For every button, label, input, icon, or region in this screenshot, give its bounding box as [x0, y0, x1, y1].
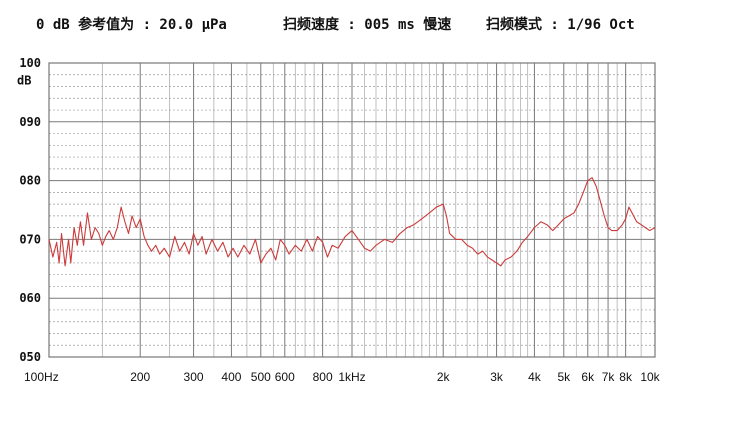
x-tick-label: 10k	[640, 370, 660, 384]
plot-frame	[48, 62, 656, 358]
x-tick-label: 400	[221, 370, 241, 384]
y-tick-label: 100	[19, 56, 41, 70]
y-tick-label: 070	[19, 232, 41, 246]
x-tick-label: 8k	[619, 370, 633, 384]
header-bar: 0 dB 参考值为 : 20.0 μPa 扫频速度 : 005 ms 慢速 扫频…	[36, 10, 696, 38]
x-tick-label: 300	[184, 370, 204, 384]
y-axis-labels: 100 090 080 070 060 050	[19, 56, 41, 364]
y-tick-label: 050	[19, 350, 41, 364]
major-grid	[48, 62, 656, 358]
x-tick-label: 800	[313, 370, 333, 384]
sweep-mode-text: 扫频模式 : 1/96 Oct	[486, 17, 635, 33]
x-tick-label: 3k	[490, 370, 504, 384]
x-tick-label: 4k	[528, 370, 542, 384]
y-tick-label: 080	[19, 174, 41, 188]
response-curve	[48, 177, 656, 267]
y-tick-label: 090	[19, 115, 41, 129]
x-axis-labels: 100Hz 200 300 400 500 600 800 1kHz 2k 3k 4k 5k 6k 7k 8…	[24, 370, 661, 384]
reference-level-text: 0 dB 参考值为 : 20.0 μPa	[36, 17, 227, 33]
x-tick-label: 500	[251, 370, 271, 384]
x-tick-label: 200	[130, 370, 150, 384]
minor-grid	[49, 63, 655, 357]
y-tick-label: 060	[19, 291, 41, 305]
x-tick-label: 6k	[581, 370, 595, 384]
x-tick-label: 2k	[437, 370, 451, 384]
x-tick-label: 7k	[602, 370, 616, 384]
x-tick-label: 100Hz	[24, 370, 59, 384]
x-tick-label: 5k	[557, 370, 571, 384]
x-tick-label: 1kHz	[338, 370, 365, 384]
y-axis-unit: dB	[17, 74, 31, 88]
sweep-speed-text: 扫频速度 : 005 ms 慢速	[283, 17, 452, 33]
x-tick-label: 600	[275, 370, 295, 384]
